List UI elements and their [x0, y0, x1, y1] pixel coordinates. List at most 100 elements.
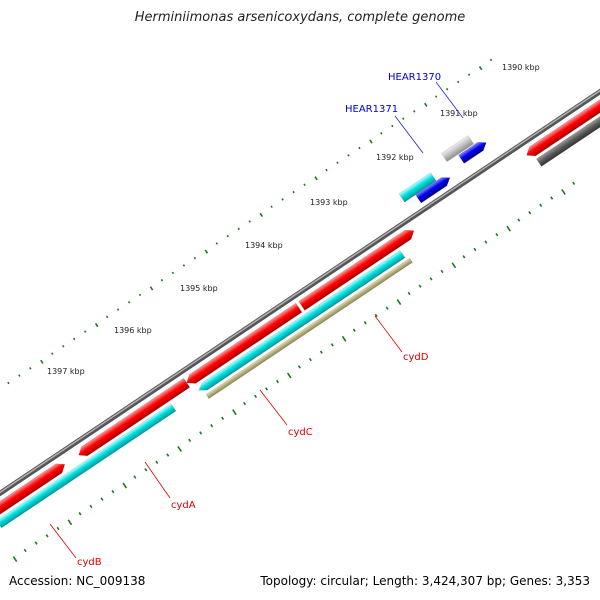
tick-mark	[572, 181, 576, 186]
tick-mark	[45, 534, 49, 538]
tick-mark	[7, 381, 10, 385]
tick-mark	[517, 218, 521, 222]
gene-label-cydA: cydA	[171, 500, 196, 511]
tick-mark	[374, 313, 378, 318]
gene-hear1370-light	[441, 135, 474, 163]
tick-label-1394: 1394 kbp	[245, 241, 283, 250]
tick-mark	[440, 269, 444, 274]
tick-mark	[56, 526, 60, 531]
scale-labels: 1390 kbp 1391 kbp 1392 kbp 1393 kbp 1394…	[47, 63, 540, 376]
tick-mark	[484, 240, 488, 244]
tick-mark	[122, 482, 128, 489]
tick-mark	[166, 453, 170, 457]
tick-mark	[391, 124, 394, 128]
tick-mark	[358, 146, 361, 150]
tick-mark	[275, 379, 279, 384]
tick-mark	[330, 343, 334, 347]
tick-mark	[116, 308, 120, 311]
genome-title: Herminiimonas arsenicoxydans, complete g…	[134, 10, 466, 25]
gene-cydC-forward	[186, 302, 303, 384]
tick-label-1391: 1391 kbp	[440, 109, 478, 118]
tick-mark	[248, 220, 251, 223]
tick-mark	[232, 409, 237, 416]
tick-mark	[467, 73, 471, 76]
tick-mark	[182, 264, 186, 267]
gene-labels: HEAR1370 HEAR1371 cydD cydC cydA cydB	[49, 72, 464, 568]
tick-mark	[127, 300, 131, 304]
tick-mark	[369, 139, 373, 144]
gene-cydB-cyan	[0, 403, 177, 529]
tick-mark	[23, 548, 27, 553]
gene-label-hear1371: HEAR1371	[345, 104, 398, 115]
gene-hear1371-blue	[415, 177, 451, 204]
tick-mark	[133, 475, 137, 479]
gene-right-red	[526, 97, 600, 157]
tick-mark	[308, 357, 312, 362]
tick-mark	[67, 519, 73, 526]
tick-mark	[413, 110, 416, 113]
gene-cydA-forward	[78, 377, 191, 457]
tick-mark	[451, 262, 457, 269]
tick-mark	[489, 58, 493, 62]
tick-mark	[445, 88, 449, 91]
tick-mark	[144, 468, 148, 472]
gene-cydC-cyan	[198, 249, 406, 391]
outer-tick-marks	[7, 58, 493, 385]
tick-mark	[254, 394, 258, 398]
tick-mark	[424, 102, 428, 107]
tick-mark	[434, 95, 438, 98]
tick-mark	[325, 168, 328, 172]
tick-mark	[550, 196, 554, 200]
tick-mark	[380, 132, 383, 135]
tick-label-1390: 1390 kbp	[502, 63, 540, 72]
tick-mark	[149, 286, 154, 291]
gene-label-cydD: cydD	[403, 352, 429, 363]
tick-mark	[204, 249, 209, 254]
tick-mark	[100, 497, 104, 501]
tick-mark	[429, 277, 433, 281]
tick-label-1396: 1396 kbp	[114, 326, 152, 335]
tick-mark	[506, 225, 512, 232]
tick-mark	[51, 352, 54, 355]
tick-label-1392: 1392 kbp	[376, 153, 414, 162]
tick-mark	[177, 445, 182, 452]
tick-mark	[226, 234, 230, 238]
gene-right-grey	[535, 105, 600, 167]
gene-label-hear1370: HEAR1370	[388, 72, 441, 83]
tick-mark	[18, 374, 21, 377]
tick-mark	[78, 512, 82, 516]
tick-mark	[297, 365, 301, 369]
tick-mark	[528, 211, 532, 215]
tick-label-1397: 1397 kbp	[47, 367, 85, 376]
tick-mark	[314, 176, 318, 181]
tick-mark	[111, 490, 115, 494]
tick-mark	[352, 328, 356, 332]
tick-mark	[402, 117, 405, 120]
tick-mark	[336, 161, 339, 165]
tick-label-1395: 1395 kbp	[180, 284, 218, 293]
tick-mark	[265, 387, 269, 391]
tick-mark	[303, 183, 306, 187]
gene-cydD-forward	[298, 229, 415, 311]
tick-mark	[62, 345, 65, 348]
tick-mark	[319, 350, 323, 354]
gene-cydB-forward	[0, 463, 66, 519]
tick-mark	[155, 460, 159, 465]
tick-mark	[34, 541, 38, 545]
tick-mark	[29, 367, 32, 370]
tick-label-1393: 1393 kbp	[310, 198, 348, 207]
inner-tick-marks	[12, 181, 576, 562]
gene-pseudo-tan	[205, 257, 413, 400]
tick-mark	[281, 198, 284, 201]
tick-mark	[215, 242, 219, 245]
tick-mark	[237, 227, 240, 231]
tick-mark	[199, 431, 203, 435]
tick-mark	[341, 335, 347, 342]
tick-mark	[243, 401, 247, 406]
tick-mark	[270, 205, 273, 209]
tick-mark	[347, 154, 350, 157]
tick-mark	[407, 291, 411, 296]
tick-mark	[89, 504, 93, 509]
